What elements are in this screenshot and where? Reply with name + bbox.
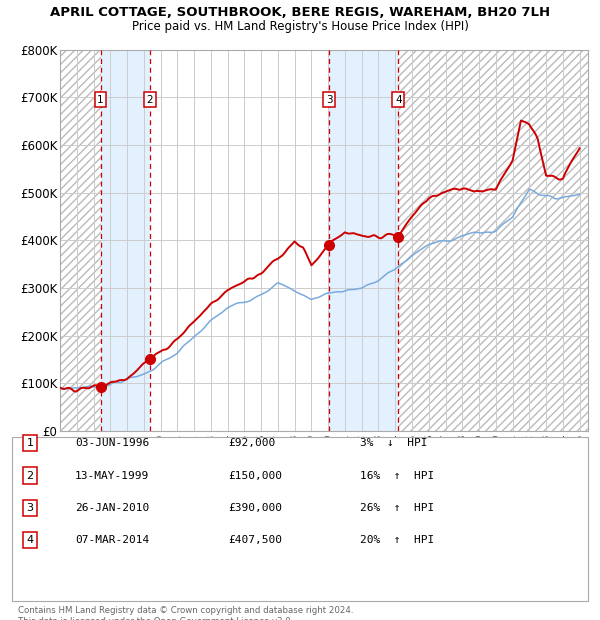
Text: 3%  ↓  HPI: 3% ↓ HPI bbox=[360, 438, 427, 448]
Legend: APRIL COTTAGE, SOUTHBROOK, BERE REGIS, WAREHAM, BH20 7LH (detached house), HPI: : APRIL COTTAGE, SOUTHBROOK, BERE REGIS, W… bbox=[65, 497, 548, 534]
Text: 20%  ↑  HPI: 20% ↑ HPI bbox=[360, 535, 434, 545]
Bar bbox=[398, 50, 588, 431]
Text: Price paid vs. HM Land Registry's House Price Index (HPI): Price paid vs. HM Land Registry's House … bbox=[131, 20, 469, 33]
Text: 1: 1 bbox=[97, 95, 104, 105]
Text: 13-MAY-1999: 13-MAY-1999 bbox=[75, 471, 149, 480]
Text: APRIL COTTAGE, SOUTHBROOK, BERE REGIS, WAREHAM, BH20 7LH: APRIL COTTAGE, SOUTHBROOK, BERE REGIS, W… bbox=[50, 6, 550, 19]
Text: 26-JAN-2010: 26-JAN-2010 bbox=[75, 503, 149, 513]
Bar bbox=[329, 50, 398, 431]
Text: 3: 3 bbox=[326, 95, 332, 105]
Text: 2: 2 bbox=[146, 95, 153, 105]
Text: 4: 4 bbox=[26, 535, 34, 545]
Text: £92,000: £92,000 bbox=[228, 438, 275, 448]
Text: 2: 2 bbox=[26, 471, 34, 480]
Bar bbox=[60, 50, 101, 431]
Text: 4: 4 bbox=[395, 95, 401, 105]
Text: 03-JUN-1996: 03-JUN-1996 bbox=[75, 438, 149, 448]
Text: £150,000: £150,000 bbox=[228, 471, 282, 480]
Text: 1: 1 bbox=[26, 438, 34, 448]
Text: £390,000: £390,000 bbox=[228, 503, 282, 513]
Text: £407,500: £407,500 bbox=[228, 535, 282, 545]
Text: 26%  ↑  HPI: 26% ↑ HPI bbox=[360, 503, 434, 513]
Text: 07-MAR-2014: 07-MAR-2014 bbox=[75, 535, 149, 545]
Text: 3: 3 bbox=[26, 503, 34, 513]
Bar bbox=[101, 50, 150, 431]
Text: Contains HM Land Registry data © Crown copyright and database right 2024.
This d: Contains HM Land Registry data © Crown c… bbox=[18, 606, 353, 620]
Text: 16%  ↑  HPI: 16% ↑ HPI bbox=[360, 471, 434, 480]
